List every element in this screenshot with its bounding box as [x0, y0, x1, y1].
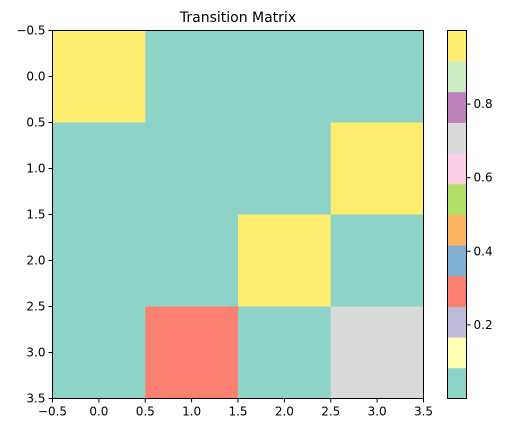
colorbar-axis: 0.2 0.4 0.6 0.8 — [466, 97, 493, 332]
x-tick-label: 0.0 — [89, 405, 108, 419]
heatmap-cell-2-1 — [145, 214, 239, 307]
x-tick-label: 0.5 — [136, 405, 155, 419]
y-tick-label: 1.5 — [26, 208, 45, 222]
colorbar-frame — [447, 30, 467, 399]
heatmap-cells — [52, 30, 424, 399]
x-tick-label: 1.5 — [228, 405, 247, 419]
colorbar-segment-10 — [447, 61, 467, 93]
colorbar-segment-1 — [447, 337, 467, 369]
colorbar-segment-0 — [447, 367, 467, 399]
heatmap-cell-0-0 — [52, 30, 146, 123]
x-tick-label: 2.0 — [275, 405, 294, 419]
y-tick-label: 3.0 — [26, 346, 45, 360]
y-tick-label: 3.5 — [26, 392, 45, 406]
heatmap-cell-1-2 — [238, 122, 332, 215]
y-tick-label: 0.5 — [26, 116, 45, 130]
colorbar-tick-label: 0.8 — [474, 97, 493, 111]
x-tick-label: 3.0 — [368, 405, 387, 419]
y-tick-label: 2.0 — [26, 254, 45, 268]
heatmap-cell-3-0 — [52, 306, 146, 399]
colorbar-segment-7 — [447, 153, 467, 185]
heatmap-cell-1-1 — [145, 122, 239, 215]
y-axis: −0.5 0.0 0.5 1.0 1.5 2.0 2.5 3.0 3.5 — [16, 24, 53, 406]
x-axis: −0.5 0.0 0.5 1.0 1.5 2.0 2.5 3.0 3.5 — [38, 398, 433, 419]
heatmap-cell-2-3 — [330, 214, 424, 307]
heatmap-cell-0-1 — [145, 30, 239, 123]
colorbar-tick-label: 0.4 — [474, 244, 493, 258]
heatmap-cell-0-3 — [330, 30, 424, 123]
colorbar — [447, 30, 467, 399]
colorbar-segment-6 — [447, 183, 467, 215]
x-tick-label: 3.5 — [414, 405, 433, 419]
x-tick-label: −0.5 — [38, 405, 67, 419]
heatmap-cell-3-3 — [330, 306, 424, 399]
heatmap-cell-2-2 — [238, 214, 332, 307]
colorbar-segment-2 — [447, 306, 467, 338]
colorbar-segment-3 — [447, 275, 467, 307]
colorbar-segment-9 — [447, 91, 467, 123]
colorbar-tick-label: 0.6 — [474, 171, 493, 185]
y-tick-label: 2.5 — [26, 300, 45, 314]
colorbar-segment-8 — [447, 122, 467, 154]
colorbar-tick-label: 0.2 — [474, 318, 493, 332]
chart-title: Transition Matrix — [179, 10, 296, 26]
x-tick-label: 2.5 — [321, 405, 340, 419]
heatmap-cell-0-2 — [238, 30, 332, 123]
heatmap-cell-3-1 — [145, 306, 239, 399]
colorbar-segment-11 — [447, 30, 467, 62]
colorbar-segment-5 — [447, 214, 467, 246]
heatmap-cell-1-0 — [52, 122, 146, 215]
heatmap-cell-1-3 — [330, 122, 424, 215]
x-tick-label: 1.0 — [182, 405, 201, 419]
heatmap-cell-2-0 — [52, 214, 146, 307]
y-tick-label: −0.5 — [16, 24, 45, 38]
y-tick-label: 0.0 — [26, 70, 45, 84]
colorbar-segment-4 — [447, 245, 467, 277]
heatmap-cell-3-2 — [238, 306, 332, 399]
y-tick-label: 1.0 — [26, 162, 45, 176]
